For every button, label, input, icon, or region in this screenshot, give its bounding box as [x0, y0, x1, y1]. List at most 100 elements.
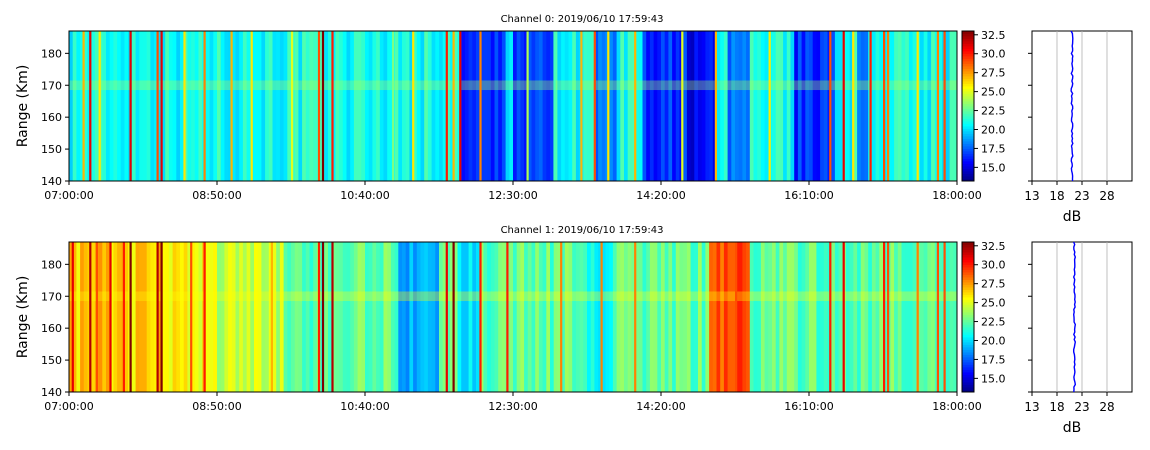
heatmap-column	[794, 31, 799, 181]
heatmap-column	[168, 31, 173, 181]
colorbar-segment	[962, 163, 974, 167]
colorbar-segment	[962, 304, 974, 308]
heatmap-column	[705, 31, 710, 181]
heatmap-column	[420, 31, 425, 181]
colorbar-tick-label: 22.5	[981, 316, 1006, 329]
heatmap-column	[416, 31, 421, 181]
heatmap-column	[106, 242, 111, 392]
heatmap-column	[620, 31, 625, 181]
heatmap-column	[387, 31, 392, 181]
heatmap-column	[106, 31, 111, 181]
heatmap-column	[350, 31, 355, 181]
colorbar-segment	[962, 294, 974, 298]
chart-title: Channel 1: 2019/06/10 17:59:43	[501, 225, 664, 236]
heatmap-column	[538, 242, 543, 392]
colorbar-segment	[962, 327, 974, 330]
heatmap-column	[383, 31, 388, 181]
heatmap-column	[871, 31, 876, 181]
heatmap-column	[901, 31, 906, 181]
heatmap-column	[505, 31, 510, 181]
heatmap-column	[820, 242, 825, 392]
heatmap-column	[668, 31, 673, 181]
heatmap-column	[701, 242, 706, 392]
heatmap-band-column	[607, 31, 610, 181]
heatmap-column	[439, 31, 444, 181]
heatmap-band-column	[887, 242, 890, 392]
heatmap-column	[931, 31, 936, 181]
profile-x-axis-label: dB	[1063, 420, 1082, 436]
heatmap-band-column	[768, 31, 771, 181]
colorbar-segment	[962, 269, 974, 273]
heatmap-column	[150, 242, 155, 392]
heatmap-column	[605, 242, 610, 392]
heatmap-column	[779, 242, 784, 392]
colorbar-segment	[962, 389, 974, 393]
colorbar-segment	[962, 277, 974, 280]
colorbar-segment	[962, 349, 974, 353]
colorbar-segment	[962, 111, 974, 114]
heatmap-column	[834, 242, 839, 392]
colorbar-segment	[962, 274, 974, 278]
heatmap-column	[879, 242, 884, 392]
y-tick-label: 170	[41, 290, 62, 303]
heatmap-column	[328, 242, 333, 392]
heatmap-band-column	[89, 31, 92, 181]
colorbar-tick-label: 15.0	[981, 372, 1006, 385]
y-tick-label: 140	[41, 386, 62, 399]
heatmap-column	[265, 242, 270, 392]
heatmap-column	[513, 242, 518, 392]
x-tick-label: 12:30:00	[488, 400, 537, 413]
colorbar-segment	[962, 322, 974, 325]
heatmap-column	[572, 242, 577, 392]
profile-x-tick-label: 13	[1024, 189, 1039, 203]
heatmap-column	[205, 31, 210, 181]
colorbar-segment	[962, 83, 974, 87]
colorbar-tick-label: 25.0	[981, 86, 1006, 99]
heatmap-column	[535, 242, 540, 392]
heatmap-column	[709, 242, 714, 392]
colorbar-segment	[962, 31, 974, 34]
heatmap-column	[294, 31, 299, 181]
heatmap-band-column	[943, 31, 946, 181]
heatmap-column	[742, 31, 747, 181]
heatmap-column	[698, 31, 703, 181]
heatmap-column	[198, 242, 203, 392]
colorbar-segment	[962, 143, 974, 147]
heatmap-column	[783, 31, 788, 181]
heatmap-column	[498, 31, 503, 181]
colorbar-segment	[962, 73, 974, 77]
heatmap-column	[550, 242, 555, 392]
colorbar-segment	[962, 354, 974, 358]
heatmap-column	[894, 31, 899, 181]
colorbar-segment	[962, 329, 974, 333]
heatmap-column	[409, 31, 414, 181]
heatmap-column	[568, 31, 573, 181]
heatmap-column	[339, 31, 344, 181]
heatmap-column	[479, 242, 484, 392]
colorbar-segment	[962, 68, 974, 72]
heatmap-column	[191, 242, 196, 392]
colorbar-segment	[962, 352, 974, 355]
x-tick-label: 16:10:00	[784, 189, 833, 202]
heatmap-column	[672, 242, 677, 392]
profile-x-tick-label: 13	[1024, 400, 1039, 414]
heatmap-column	[157, 242, 162, 392]
heatmap-column	[557, 242, 562, 392]
colorbar-segment	[962, 279, 974, 283]
heatmap-column	[868, 242, 873, 392]
heatmap-column	[890, 242, 895, 392]
colorbar-segment	[962, 81, 974, 84]
heatmap-column	[953, 242, 958, 392]
colorbar-segment	[962, 284, 974, 288]
heatmap-column	[217, 242, 222, 392]
colorbar-segment	[962, 146, 974, 149]
heatmap-column	[879, 31, 884, 181]
y-tick-label: 140	[41, 175, 62, 188]
heatmap-band-column	[883, 31, 886, 181]
heatmap-column	[538, 31, 543, 181]
heatmap-column	[228, 31, 233, 181]
colorbar-segment	[962, 337, 974, 340]
heatmap-column	[109, 242, 114, 392]
colorbar-segment	[962, 367, 974, 370]
heatmap-column	[139, 242, 144, 392]
